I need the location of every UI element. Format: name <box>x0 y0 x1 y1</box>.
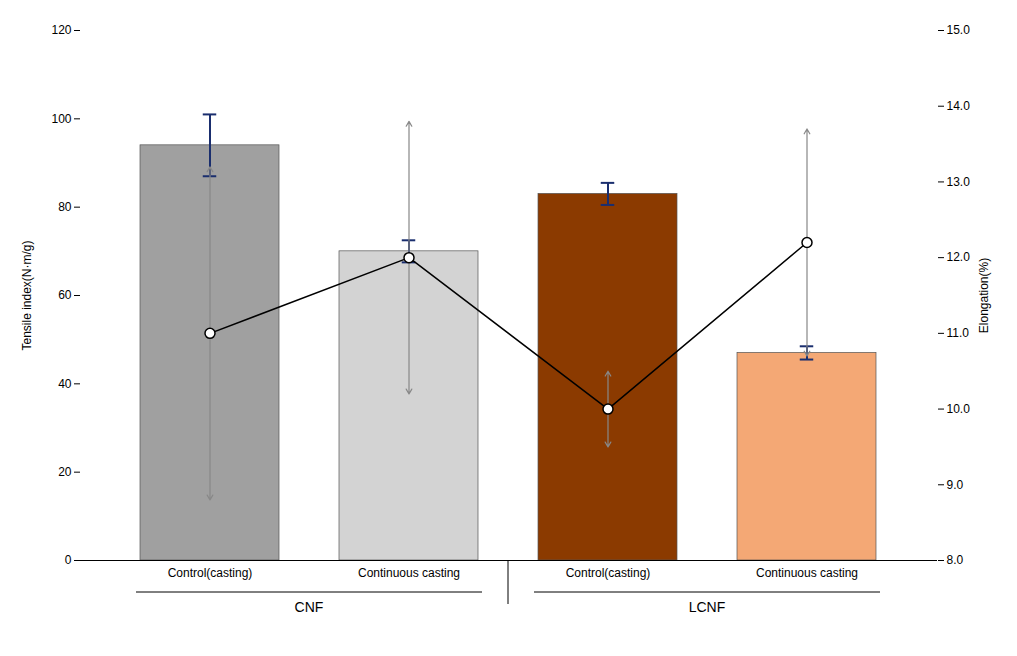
svg-text:0: 0 <box>65 553 72 567</box>
svg-text:13.0: 13.0 <box>947 175 971 189</box>
svg-text:Control(casting): Control(casting) <box>168 566 253 580</box>
svg-text:Continuous casting: Continuous casting <box>756 566 858 580</box>
svg-text:15.0: 15.0 <box>947 23 971 37</box>
svg-text:Continuous casting: Continuous casting <box>358 566 460 580</box>
svg-text:8.0: 8.0 <box>947 553 964 567</box>
svg-text:10.0: 10.0 <box>947 402 971 416</box>
svg-text:Elongation(%): Elongation(%) <box>977 258 991 333</box>
svg-text:12.0: 12.0 <box>947 250 971 264</box>
svg-text:40: 40 <box>58 377 72 391</box>
svg-text:CNF: CNF <box>295 599 324 615</box>
svg-text:20: 20 <box>58 465 72 479</box>
svg-text:80: 80 <box>58 200 72 214</box>
svg-text:Control(casting): Control(casting) <box>566 566 651 580</box>
svg-text:120: 120 <box>51 23 71 37</box>
svg-text:LCNF: LCNF <box>689 599 726 615</box>
svg-text:14.0: 14.0 <box>947 99 971 113</box>
svg-text:60: 60 <box>58 288 72 302</box>
svg-text:Tensile index(N·m/g): Tensile index(N·m/g) <box>20 240 34 350</box>
svg-text:11.0: 11.0 <box>947 326 970 340</box>
svg-text:9.0: 9.0 <box>947 478 964 492</box>
svg-text:100: 100 <box>51 112 71 126</box>
